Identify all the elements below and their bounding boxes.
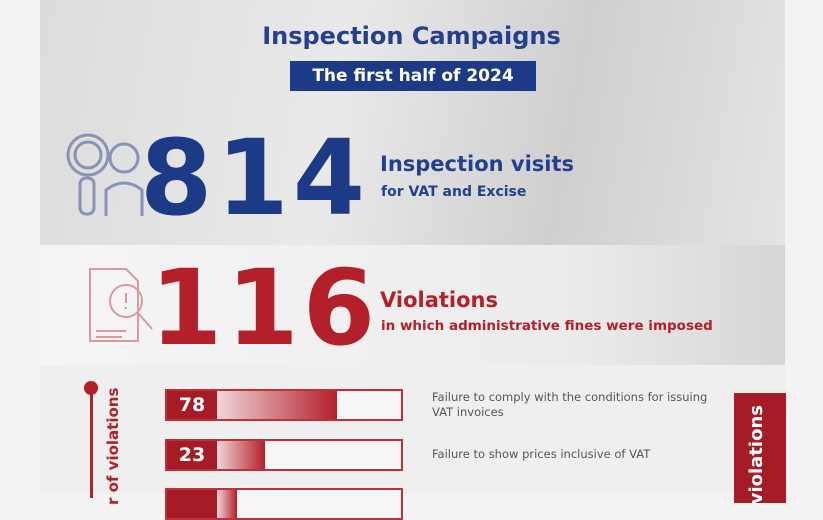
bar-label: Failure to show prices inclusive of VAT xyxy=(432,447,651,461)
header-photo-area xyxy=(40,0,785,245)
visits-label: Inspection visits xyxy=(380,152,575,176)
page-title: Inspection Campaigns xyxy=(262,22,561,50)
bar-fill xyxy=(217,391,337,419)
violations-band xyxy=(40,245,785,365)
axis-label: r of violations xyxy=(104,387,122,505)
period-banner: The first half of 2024 xyxy=(290,61,536,91)
bar-value xyxy=(167,490,217,518)
visits-sublabel: for VAT and Excise xyxy=(381,184,527,200)
inspector-magnifier-icon xyxy=(66,133,144,216)
violations-sublabel: in which administrative fines were impos… xyxy=(381,318,713,334)
violation-bar: 78 xyxy=(165,389,403,421)
violations-count: 116 xyxy=(150,247,380,369)
bar-value: 78 xyxy=(167,391,217,419)
side-label-box: violations xyxy=(734,393,786,505)
bar-fill xyxy=(217,441,265,469)
violations-label: Violations xyxy=(380,288,498,312)
document-warning-icon xyxy=(89,268,153,342)
axis-line xyxy=(90,388,93,498)
side-label: violations xyxy=(746,405,767,505)
bar-label: Failure to comply with the conditions fo… xyxy=(432,390,708,419)
bar-value: 23 xyxy=(167,441,217,469)
violation-bar xyxy=(165,488,403,520)
visits-count: 814 xyxy=(140,117,370,239)
bar-fill xyxy=(217,490,237,518)
violation-bar: 23 xyxy=(165,439,403,471)
